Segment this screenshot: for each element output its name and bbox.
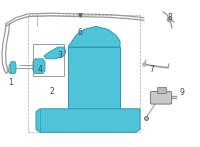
Polygon shape	[44, 47, 66, 59]
Polygon shape	[33, 59, 45, 74]
Text: 7: 7	[150, 65, 154, 74]
Polygon shape	[68, 47, 120, 110]
Text: 3: 3	[58, 51, 62, 60]
Polygon shape	[68, 26, 120, 47]
Text: 6: 6	[78, 28, 82, 37]
Polygon shape	[10, 62, 16, 74]
Text: 9: 9	[180, 88, 184, 97]
Bar	[157, 87, 166, 93]
Bar	[28, 15, 140, 132]
Text: 8: 8	[168, 13, 172, 22]
Text: 4: 4	[38, 65, 42, 74]
FancyBboxPatch shape	[150, 91, 172, 104]
Text: 1: 1	[9, 78, 13, 87]
Bar	[33, 44, 64, 76]
Text: 2: 2	[50, 87, 54, 96]
Polygon shape	[36, 109, 140, 132]
